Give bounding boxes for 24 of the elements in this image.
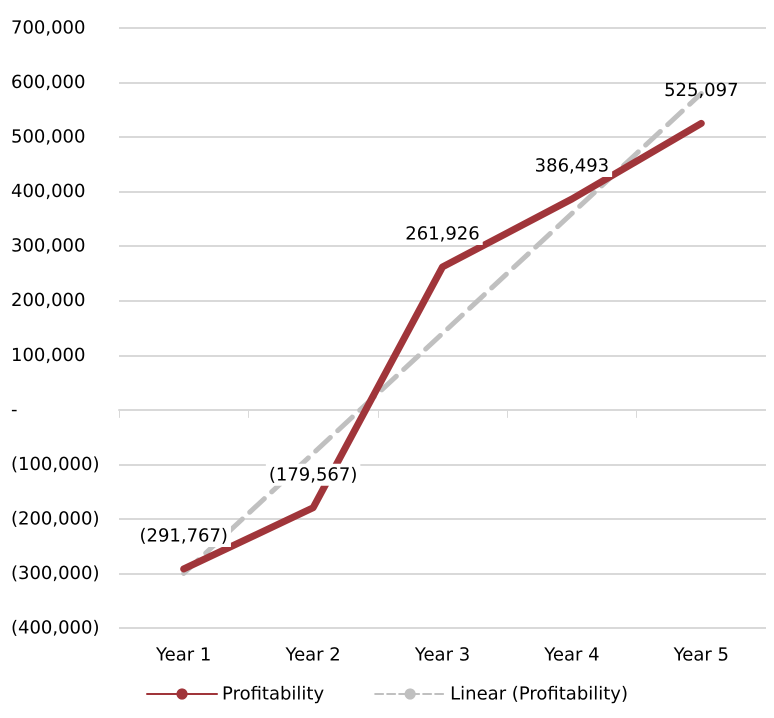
y-tick-label: 500,000 (11, 126, 86, 148)
y-tick-label: 300,000 (11, 236, 86, 257)
x-tick-label: Year 3 (414, 644, 470, 666)
y-tick-label: (400,000) (11, 618, 100, 638)
y-tick-label: 200,000 (11, 290, 86, 312)
data-label: 261,926 (405, 223, 480, 244)
legend-label: Linear (Profitability) (450, 684, 628, 704)
y-tick-label: 100,000 (11, 344, 86, 366)
data-label: (291,767) (139, 525, 228, 546)
y-tick-label: 600,000 (11, 72, 86, 94)
data-label: 525,097 (664, 80, 739, 101)
y-tick-label: (300,000) (11, 562, 100, 584)
x-tick-label: Year 1 (155, 644, 212, 666)
x-tick-label: Year 2 (284, 644, 341, 666)
data-label: (179,567) (268, 464, 358, 486)
data-label: 386,493 (534, 156, 610, 177)
y-tick-label: - (11, 399, 18, 420)
y-tick-label: (100,000) (11, 454, 100, 475)
y-tick-label: (200,000) (11, 508, 100, 530)
x-tick-label: Year 5 (672, 644, 729, 666)
legend-label: Profitability (222, 684, 324, 704)
x-tick-label: Year 4 (543, 644, 600, 666)
y-tick-label: 700,000 (11, 18, 86, 38)
y-tick-label: 400,000 (11, 181, 86, 202)
